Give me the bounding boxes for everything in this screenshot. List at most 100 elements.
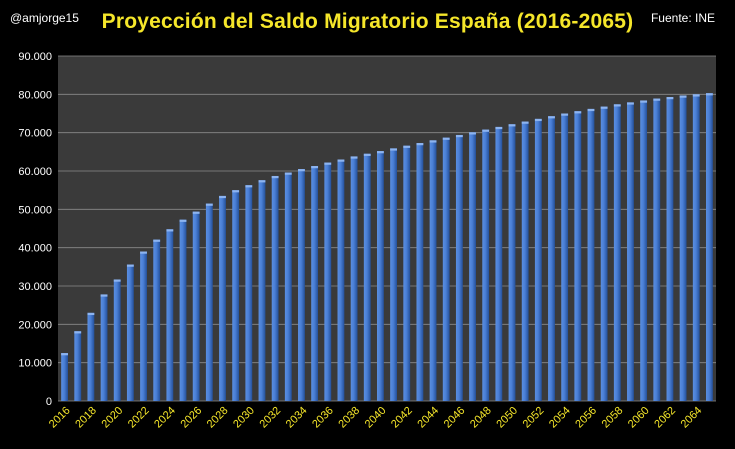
bar-cap-2036 <box>324 162 332 165</box>
bar-cap-2020 <box>113 279 121 282</box>
x-tick-label: 2040 <box>363 405 389 431</box>
bar-cap-2063 <box>679 95 687 98</box>
bar-2034 <box>298 169 305 401</box>
source-label: Fuente: INE <box>650 11 715 25</box>
bar-2038 <box>350 156 358 401</box>
bar-cap-2038 <box>350 156 358 159</box>
bar-2058 <box>613 104 621 402</box>
bar-2040 <box>376 151 384 401</box>
x-tick-label: 2042 <box>389 405 415 431</box>
bar-2037 <box>337 159 345 401</box>
bar-2021 <box>126 264 134 401</box>
bar-cap-2057 <box>600 106 608 109</box>
bar-cap-2042 <box>403 145 411 148</box>
bar-2055 <box>574 111 582 401</box>
bar-2029 <box>232 190 240 401</box>
bar-cap-2027 <box>205 203 213 206</box>
bar-cap-2047 <box>469 132 476 135</box>
bar-cap-2023 <box>153 239 161 242</box>
x-tick-label: 2026 <box>179 405 205 431</box>
bar-cap-2029 <box>232 190 240 193</box>
bar-2027 <box>205 203 213 401</box>
y-tick-label: 40.000 <box>18 243 52 255</box>
bar-cap-2045 <box>442 137 450 140</box>
x-tick-label: 2032 <box>257 405 283 431</box>
bar-2020 <box>113 279 121 401</box>
bar-2052 <box>534 118 542 401</box>
bar-2044 <box>429 140 437 402</box>
bar-2049 <box>495 126 503 402</box>
bar-2042 <box>403 145 411 401</box>
x-tick-label: 2056 <box>573 405 599 431</box>
y-tick-label: 80.000 <box>18 89 52 101</box>
bar-cap-2031 <box>258 180 266 183</box>
bar-cap-2041 <box>390 148 398 151</box>
bar-cap-2035 <box>311 166 319 169</box>
bar-cap-2049 <box>495 126 503 130</box>
x-tick-label: 2024 <box>152 405 178 431</box>
x-tick-label: 2054 <box>547 405 573 431</box>
bar-cap-2040 <box>376 151 384 154</box>
x-tick-label: 2030 <box>231 405 257 431</box>
bar-cap-2025 <box>179 219 187 222</box>
y-tick-label: 0 <box>46 396 52 408</box>
x-tick-label: 2052 <box>521 405 547 431</box>
bar-cap-2017 <box>74 331 82 334</box>
bar-cap-2060 <box>640 100 648 103</box>
bar-2017 <box>74 331 82 401</box>
bar-2047 <box>469 132 476 402</box>
x-tick-label: 2028 <box>205 405 231 431</box>
bar-2059 <box>627 102 634 401</box>
y-tick-label: 30.000 <box>18 281 52 293</box>
x-axis-ticks: 2016 2018 2020 2022 2024 2026 2028 2030 2032 2034… <box>47 405 704 431</box>
bar-cap-2044 <box>429 140 437 143</box>
x-tick-label: 2050 <box>494 405 520 431</box>
bar-2032 <box>271 175 279 401</box>
x-tick-label: 2034 <box>284 405 310 431</box>
bar-2041 <box>390 148 398 401</box>
bar-2061 <box>653 98 661 402</box>
bar-cap-2021 <box>126 264 134 267</box>
y-tick-label: 70.000 <box>18 128 52 140</box>
bar-2024 <box>166 229 174 401</box>
x-tick-label: 2048 <box>468 405 494 431</box>
bar-2053 <box>548 116 555 401</box>
bar-cap-2022 <box>140 251 147 254</box>
bar-2064 <box>692 94 700 401</box>
bar-cap-2043 <box>416 143 424 146</box>
bar-cap-2058 <box>613 104 621 107</box>
x-tick-label: 2016 <box>47 405 73 431</box>
bar-2048 <box>482 129 490 401</box>
bar-cap-2024 <box>166 229 174 232</box>
y-tick-label: 10.000 <box>18 358 52 370</box>
bar-2060 <box>640 100 648 401</box>
bar-cap-2050 <box>508 124 516 127</box>
bar-cap-2048 <box>482 129 490 132</box>
bar-cap-2053 <box>548 116 555 119</box>
bar-cap-2034 <box>298 169 305 172</box>
bar-2033 <box>284 172 292 401</box>
bar-cap-2037 <box>337 159 345 162</box>
x-tick-label: 2062 <box>652 405 678 431</box>
x-tick-label: 2058 <box>600 405 626 431</box>
bar-2019 <box>100 294 108 401</box>
bar-2045 <box>442 137 450 401</box>
x-tick-label: 2046 <box>442 405 468 431</box>
bar-cap-2064 <box>692 94 700 97</box>
bars-group <box>61 93 713 402</box>
chart-title: Proyección del Saldo Migratorio España (… <box>101 10 634 33</box>
bar-cap-2052 <box>534 118 542 122</box>
bar-2046 <box>455 134 463 401</box>
bar-2022 <box>140 251 147 401</box>
bar-2036 <box>324 162 332 401</box>
bar-2062 <box>666 97 674 402</box>
bar-cap-2062 <box>666 97 674 100</box>
bar-2035 <box>311 166 319 401</box>
y-tick-label: 60.000 <box>18 166 52 178</box>
x-tick-label: 2044 <box>415 405 441 431</box>
x-tick-label: 2060 <box>626 405 652 431</box>
x-tick-label: 2038 <box>336 405 362 431</box>
bar-cap-2059 <box>627 102 634 105</box>
bar-cap-2032 <box>271 175 279 179</box>
